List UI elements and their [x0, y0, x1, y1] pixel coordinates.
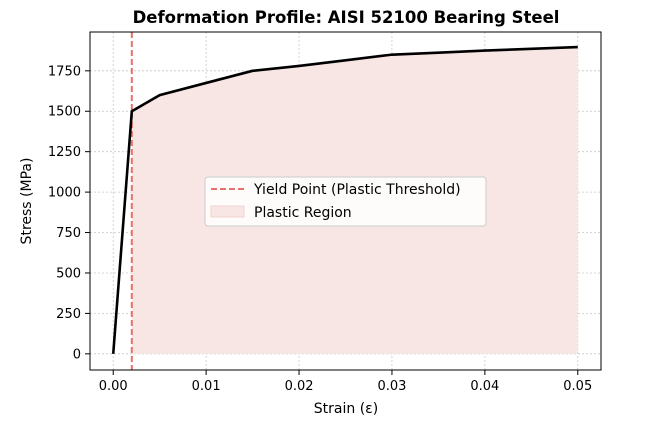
- y-tick-label: 1000: [48, 186, 81, 201]
- legend-yield-label: Yield Point (Plastic Threshold): [253, 182, 461, 198]
- y-tick-label: 1500: [48, 105, 81, 120]
- legend-box: [204, 176, 487, 227]
- x-tick-label: 0.01: [192, 379, 221, 394]
- x-tick-label: 0.03: [377, 379, 406, 394]
- y-axis-ticks: 0 250 500 750 1000 1250 1500 1750: [48, 64, 90, 362]
- chart-title: Deformation Profile: AISI 52100 Bearing …: [133, 8, 560, 27]
- x-axis-ticks: 0.00 0.01 0.02 0.03 0.04 0.05: [99, 370, 592, 394]
- y-tick-label: 500: [56, 266, 81, 281]
- stress-strain-curve: [111, 45, 578, 354]
- x-tick-label: 0.04: [470, 379, 499, 394]
- legend-plastic-swatch: [210, 205, 245, 218]
- y-tick-label: 1750: [48, 64, 81, 79]
- y-tick-label: 750: [56, 226, 81, 241]
- x-tick-label: 0.02: [285, 379, 314, 394]
- stress-curve-layer: [111, 45, 578, 354]
- x-tick-label: 0.05: [563, 379, 592, 394]
- y-tick-label: 250: [56, 307, 81, 322]
- y-tick-label: 0: [73, 347, 81, 362]
- x-axis-label: Strain (ε): [314, 401, 378, 417]
- y-tick-label: 1250: [48, 145, 81, 160]
- x-tick-label: 0.00: [99, 379, 128, 394]
- legend-plastic-label: Plastic Region: [254, 205, 352, 221]
- legend: Yield Point (Plastic Threshold) Plastic …: [204, 176, 487, 227]
- plot-frame: [89, 31, 602, 371]
- y-axis-label: Stress (MPa): [19, 158, 35, 245]
